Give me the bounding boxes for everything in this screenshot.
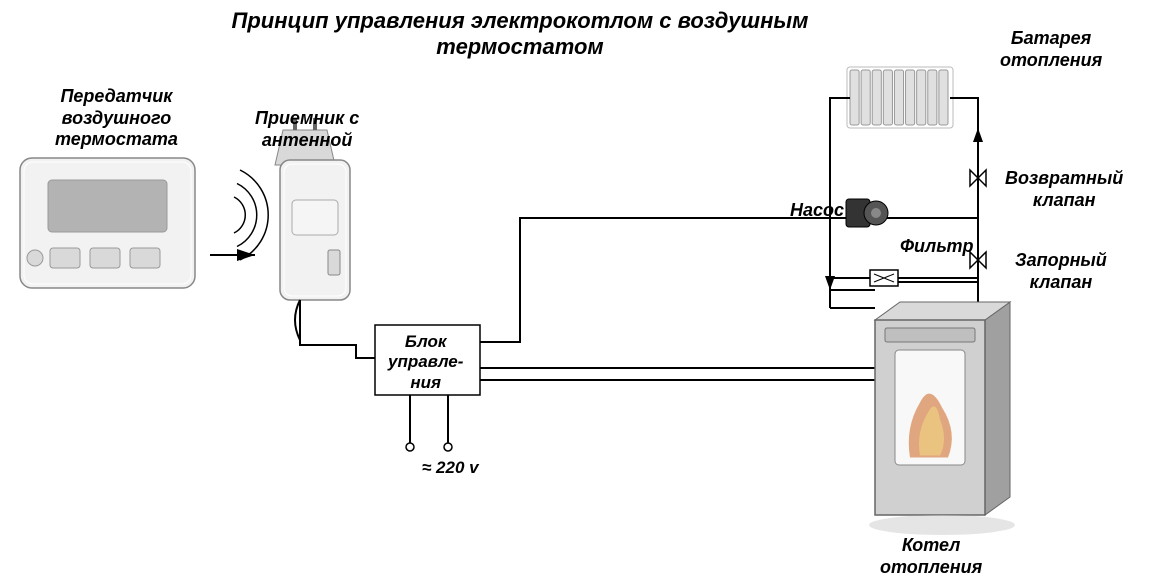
filter-label: Фильтр: [900, 236, 974, 258]
returnvalve-label: Возвратныйклапан: [1005, 168, 1123, 211]
receiver-label: Приемник сантенной: [255, 108, 359, 151]
shutvalve-label: Запорныйклапан: [1015, 250, 1107, 293]
pump-label: Насос: [790, 200, 844, 222]
boiler-label: Котелотопления: [880, 535, 982, 578]
radiator-label: Батареяотопления: [1000, 28, 1102, 71]
power-label: ≈ 220 v: [422, 458, 479, 478]
control-label: Блокуправле-ния: [388, 332, 463, 393]
diagram-title: Принцип управления электрокотлом с возду…: [200, 8, 840, 60]
transmitter-label: Передатчиквоздушноготермостата: [55, 86, 178, 151]
